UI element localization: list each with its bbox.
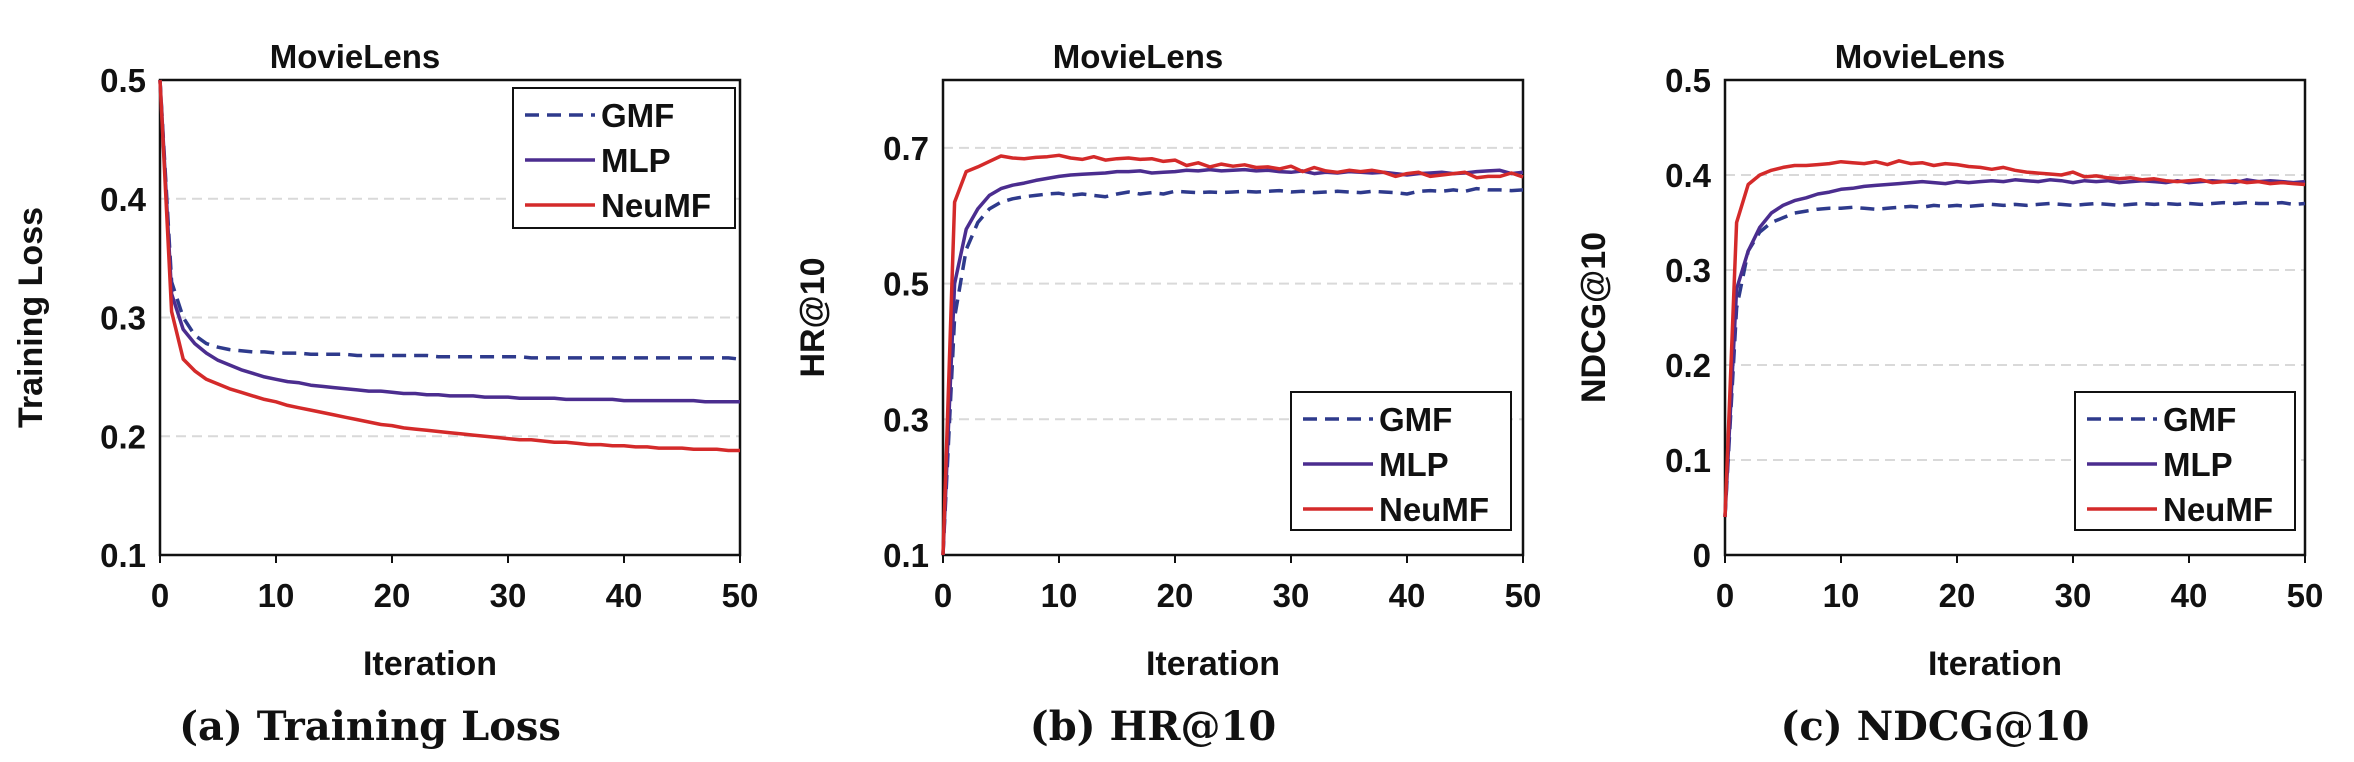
y-tick-label: 0.2: [1665, 347, 1711, 384]
y-tick-label: 0.5: [100, 62, 146, 99]
x-tick-label: 30: [2055, 577, 2092, 614]
y-tick-label: 0.1: [883, 537, 929, 574]
legend: GMF MLP NeuMF: [512, 87, 736, 229]
y-tick-label: 0.3: [883, 401, 929, 438]
x-tick-label: 20: [374, 577, 411, 614]
plot-frame: [941, 78, 1525, 557]
y-tick-label: 0.1: [100, 537, 146, 574]
y-tick-label: 0.4: [100, 181, 147, 218]
x-tick-label: 30: [1273, 577, 1310, 614]
legend-label-gmf: GMF: [1379, 401, 1452, 438]
series-line-neumf: [941, 153, 1524, 556]
legend-box: [1290, 391, 1512, 531]
x-tick-label: 20: [1157, 577, 1194, 614]
panel-caption: (a) Training Loss: [179, 703, 561, 750]
series-line-gmf: [941, 186, 1524, 556]
series-line-gmf: [158, 79, 741, 361]
chart-panel-2: 0 0.1 0.2 0.3 0.4 0.5 0 10 20 30 40 50 MovieLens Iter…: [1575, 38, 2323, 750]
x-tick-label: 20: [1939, 577, 1976, 614]
x-tick-label: 0: [934, 577, 952, 614]
x-axis-label: Iteration: [1146, 645, 1280, 683]
x-tick-label: 10: [258, 577, 295, 614]
y-tick-label: 0.5: [883, 266, 929, 303]
x-tick-label: 0: [1716, 577, 1734, 614]
series-line-neumf: [158, 79, 740, 453]
legend-label-mlp: MLP: [601, 142, 671, 179]
y-tick-label: 0.4: [1665, 157, 1712, 194]
series-line-neumf: [1723, 159, 2306, 518]
legend-box: [2074, 391, 2296, 531]
chart-panel-0: 0.1 0.2 0.3 0.4 0.5 0 10 20 30 40 50 MovieLens Itera…: [12, 38, 758, 750]
y-axis-label: Training Loss: [12, 207, 50, 428]
x-tick-label: 50: [722, 577, 759, 614]
panel-caption: (c) NDCG@10: [1780, 703, 2089, 750]
x-tick-label: 10: [1823, 577, 1860, 614]
x-tick-label: 40: [606, 577, 643, 614]
panel-caption: (b) HR@10: [1030, 703, 1276, 750]
y-tick-label: 0.1: [1665, 442, 1711, 479]
y-tick-label: 0.3: [100, 300, 146, 337]
y-tick-label: 0.3: [1665, 252, 1711, 289]
plot-frame: [158, 78, 742, 557]
y-tick-label: 0: [1693, 537, 1711, 574]
chart-title: MovieLens: [1835, 38, 2006, 75]
y-axis-label: HR@10: [794, 257, 832, 377]
legend-label-neumf: NeuMF: [601, 187, 711, 224]
x-tick-label: 40: [1389, 577, 1426, 614]
legend-label-mlp: MLP: [2163, 446, 2233, 483]
plot-frame: [1723, 78, 2307, 557]
y-axis-label: NDCG@10: [1575, 232, 1613, 403]
legend-label-neumf: NeuMF: [2163, 491, 2273, 528]
legend: GMF MLP NeuMF: [1290, 391, 1512, 531]
x-axis-label: Iteration: [1928, 645, 2062, 683]
chart-panel-1: 0.1 0.3 0.5 0.7 0 10 20 30 40 50 MovieLens Iteratio…: [794, 38, 1541, 750]
legend-label-mlp: MLP: [1379, 446, 1449, 483]
x-tick-label: 50: [2287, 577, 2324, 614]
legend-label-gmf: GMF: [2163, 401, 2236, 438]
legend-label-gmf: GMF: [601, 97, 674, 134]
y-tick-label: 0.2: [100, 418, 146, 455]
y-tick-label: 0.7: [883, 130, 929, 167]
legend: GMF MLP NeuMF: [2074, 391, 2296, 531]
series-line-mlp: [158, 79, 740, 404]
legend-label-neumf: NeuMF: [1379, 491, 1489, 528]
x-tick-label: 50: [1505, 577, 1542, 614]
chart-title: MovieLens: [1053, 38, 1224, 75]
x-axis-label: Iteration: [363, 645, 497, 683]
x-tick-label: 10: [1041, 577, 1078, 614]
x-tick-label: 40: [2171, 577, 2208, 614]
chart-title: MovieLens: [270, 38, 441, 75]
series-line-gmf: [1723, 200, 2306, 518]
y-tick-label: 0.5: [1665, 62, 1711, 99]
x-tick-label: 0: [151, 577, 169, 614]
x-tick-label: 30: [490, 577, 527, 614]
